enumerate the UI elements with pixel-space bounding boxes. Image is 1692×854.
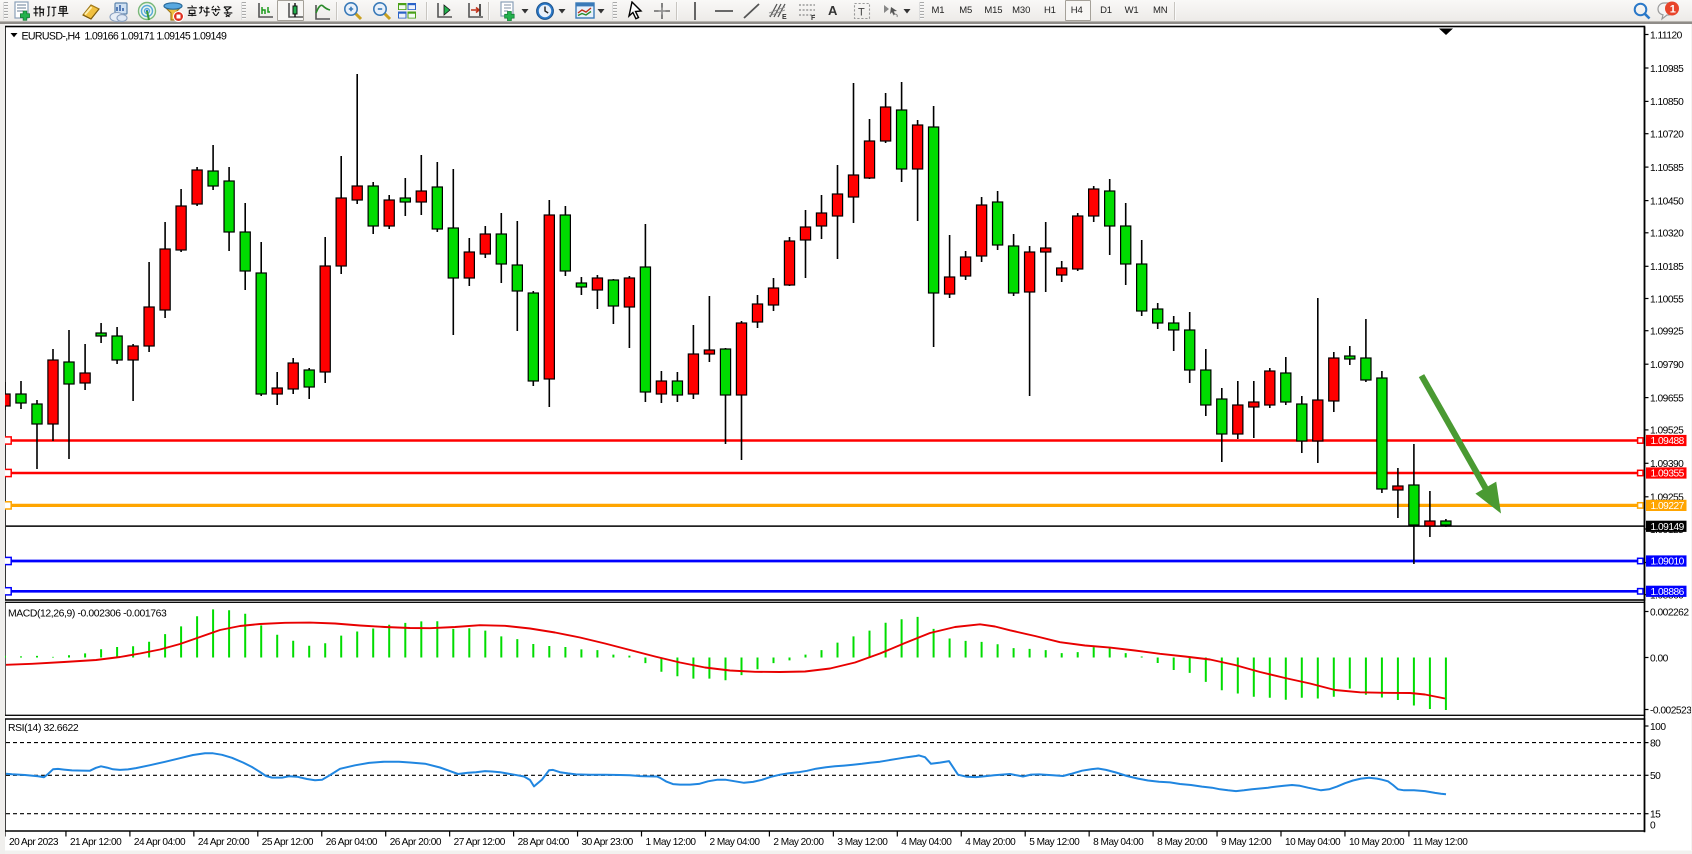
svg-text:EURUSD-,H4 1.09166 1.09171 1.: EURUSD-,H4 1.09166 1.09171 1.09145 1.091…: [22, 31, 227, 43]
svg-text:9 May 12:00: 9 May 12:00: [1221, 837, 1272, 848]
svg-text:1.09255: 1.09255: [1650, 493, 1684, 504]
svg-text:5 May 12:00: 5 May 12:00: [1029, 837, 1080, 848]
svg-text:0.00: 0.00: [1650, 653, 1669, 664]
svg-text:24 Apr 04:00: 24 Apr 04:00: [134, 837, 186, 848]
svg-text:1 May 12:00: 1 May 12:00: [646, 837, 697, 848]
svg-text:1.09390: 1.09390: [1650, 459, 1684, 470]
svg-text:1.08886: 1.08886: [1651, 587, 1685, 598]
svg-text:1.09149: 1.09149: [1651, 522, 1685, 533]
svg-text:1.09790: 1.09790: [1650, 360, 1684, 371]
svg-text:2 May 04:00: 2 May 04:00: [709, 837, 760, 848]
svg-text:11 May 12:00: 11 May 12:00: [1413, 837, 1468, 848]
svg-text:1.09227: 1.09227: [1651, 501, 1685, 512]
svg-text:4 May 20:00: 4 May 20:00: [965, 837, 1016, 848]
svg-text:1.11120: 1.11120: [1650, 30, 1683, 41]
svg-text:1: 1: [1670, 4, 1676, 16]
svg-text:1.10720: 1.10720: [1650, 130, 1684, 141]
svg-text:-0.002523: -0.002523: [1650, 705, 1692, 716]
svg-text:1.10985: 1.10985: [1650, 64, 1684, 75]
svg-text:1.09488: 1.09488: [1651, 436, 1685, 447]
svg-text:20 Apr 2023: 20 Apr 2023: [9, 837, 59, 848]
svg-text:MACD(12,26,9) -0.002306 -0.001: MACD(12,26,9) -0.002306 -0.001763: [8, 609, 167, 620]
svg-text:T: T: [858, 7, 865, 19]
svg-text:1.10055: 1.10055: [1650, 294, 1684, 305]
svg-text:26 Apr 20:00: 26 Apr 20:00: [390, 837, 442, 848]
svg-text:100: 100: [1650, 722, 1666, 733]
svg-text:21 Apr 12:00: 21 Apr 12:00: [70, 837, 122, 848]
svg-text:1.10585: 1.10585: [1650, 163, 1684, 174]
svg-text:1.10450: 1.10450: [1650, 196, 1684, 207]
svg-text:3 May 12:00: 3 May 12:00: [837, 837, 888, 848]
svg-text:28 Apr 04:00: 28 Apr 04:00: [518, 837, 570, 848]
svg-text:1.09655: 1.09655: [1650, 393, 1684, 404]
svg-text:15: 15: [1650, 810, 1661, 821]
svg-text:24 Apr 20:00: 24 Apr 20:00: [198, 837, 250, 848]
svg-text:50: 50: [1650, 771, 1661, 782]
svg-text:2 May 20:00: 2 May 20:00: [773, 837, 824, 848]
svg-text:F: F: [811, 15, 816, 21]
svg-text:1.09355: 1.09355: [1651, 469, 1685, 480]
svg-text:10 May 04:00: 10 May 04:00: [1285, 837, 1341, 848]
svg-text:1.10850: 1.10850: [1650, 97, 1684, 108]
svg-text:1.10185: 1.10185: [1650, 262, 1684, 273]
svg-text:0: 0: [1650, 820, 1656, 831]
svg-text:10 May 20:00: 10 May 20:00: [1349, 837, 1405, 848]
svg-text:25 Apr 12:00: 25 Apr 12:00: [262, 837, 314, 848]
svg-text:0.002262: 0.002262: [1650, 607, 1689, 618]
svg-text:27 Apr 12:00: 27 Apr 12:00: [454, 837, 506, 848]
svg-text:30 Apr 23:00: 30 Apr 23:00: [582, 837, 634, 848]
svg-text:8 May 20:00: 8 May 20:00: [1157, 837, 1208, 848]
svg-text:1.10320: 1.10320: [1650, 229, 1684, 240]
svg-text:1.09010: 1.09010: [1651, 557, 1685, 568]
svg-text:26 Apr 04:00: 26 Apr 04:00: [326, 837, 378, 848]
svg-text:1.09525: 1.09525: [1650, 426, 1684, 437]
svg-text:1.09925: 1.09925: [1650, 327, 1684, 338]
svg-text:E: E: [782, 14, 787, 21]
svg-text:80: 80: [1650, 738, 1661, 749]
svg-text:RSI(14) 32.6622: RSI(14) 32.6622: [8, 723, 79, 734]
svg-text:8 May 04:00: 8 May 04:00: [1093, 837, 1144, 848]
svg-text:4 May 04:00: 4 May 04:00: [901, 837, 952, 848]
